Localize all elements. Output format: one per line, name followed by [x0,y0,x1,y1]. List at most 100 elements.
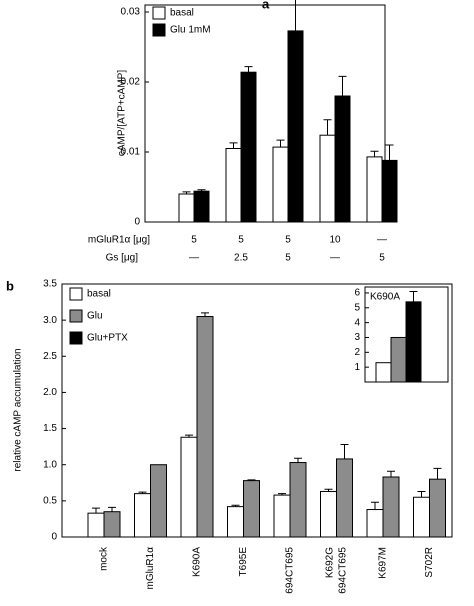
inset-title: K690A [370,292,400,303]
bar [240,71,257,223]
panel-label: b [6,278,14,293]
row-value: — [330,253,340,264]
legend-label: Glu+PTX [87,333,128,344]
y-tick-label: 1.0 [43,459,57,470]
bar [134,493,151,538]
row-value: 5 [285,253,291,264]
bar [413,496,430,538]
plot-frame [144,4,386,223]
bar [103,511,121,538]
bar [429,478,446,538]
error-bar [229,142,238,149]
bar [366,509,384,538]
legend-label: basal [170,8,194,19]
bar [178,193,195,223]
legend-swatch [69,309,83,323]
panel-label: a [262,0,270,11]
bar [289,462,307,538]
error-bar [108,506,116,512]
row-label: mGluR1α [μg] [88,235,150,246]
error-bar [185,434,193,438]
legend-label: Glu [87,311,103,322]
legend-swatch [69,331,83,345]
error-bar [295,0,296,31]
error-bar [276,139,285,148]
error-bar [371,501,379,510]
error-bar [324,488,333,492]
bar [336,458,353,538]
error-bar [294,457,302,463]
bar [243,480,260,538]
legend-label: basal [87,289,111,300]
x-tick-label: K697M [378,547,389,579]
y-tick-label: 0 [51,532,57,543]
legend-label: Glu 1mM [170,25,211,36]
y-tick-label: 0.5 [43,495,57,506]
error-bar [278,493,286,496]
y-tick-label: 6 [354,288,360,299]
error-bar [182,191,191,194]
row-value: 5 [285,235,291,246]
bar [319,134,336,223]
bar [272,146,289,223]
error-bar [138,491,147,494]
legend-swatch [152,6,166,20]
bar [150,464,167,538]
error-bar [247,479,256,481]
y-axis-label: relative cAMP accumulation [13,348,24,471]
x-tick-label: S702R [424,547,435,578]
error-bar [338,75,347,96]
legend-swatch [152,23,166,37]
y-tick-label: 2.0 [43,387,57,398]
error-bar [385,144,394,161]
error-bar [197,189,206,192]
bar [320,490,337,538]
bar [193,190,210,223]
row-value: — [189,253,199,264]
x-tick-label: 694CT695 [285,547,296,594]
y-tick-label: 1 [354,362,360,373]
y-tick-label: 3.5 [43,279,57,290]
bar [382,476,400,538]
bar [287,30,304,223]
row-label: Gs [μg] [106,253,139,264]
row-value: 5 [191,235,197,246]
y-tick-label: 3.0 [43,315,57,326]
error-bar [387,470,395,478]
bar [180,436,198,538]
x-tick-label: 694CT695 [338,547,349,594]
row-value: — [377,235,387,246]
error-bar [323,119,332,136]
row-value: 5 [238,235,244,246]
error-bar [409,290,418,302]
error-bar [433,467,442,480]
bar [405,301,422,383]
x-tick-label: K692G [325,547,336,578]
x-tick-label: K690A [192,547,203,577]
x-tick-label: mock [99,546,110,571]
y-tick-label: 0 [134,217,140,228]
error-bar [231,504,240,507]
y-tick-label: 0.02 [121,77,141,88]
y-tick-label: 1.5 [43,423,57,434]
bar [273,494,291,538]
row-value: 10 [329,235,341,246]
bar [227,506,244,538]
legend-swatch [69,287,83,301]
bar [375,362,392,383]
bar [334,95,351,223]
bar [196,316,214,538]
error-bar [370,150,379,157]
row-value: 5 [379,253,385,264]
y-tick-label: 2 [354,347,360,358]
y-tick-label: 0.01 [121,147,141,158]
bar [390,336,407,383]
error-bar [417,490,426,498]
bar [87,512,105,538]
y-tick-label: 2.5 [43,351,57,362]
bar [381,159,398,223]
x-tick-label: mGluR1α [145,547,156,590]
y-axis-label: cAMP/[ATP+cAMP] [117,70,128,156]
y-tick-label: 4 [354,317,360,328]
